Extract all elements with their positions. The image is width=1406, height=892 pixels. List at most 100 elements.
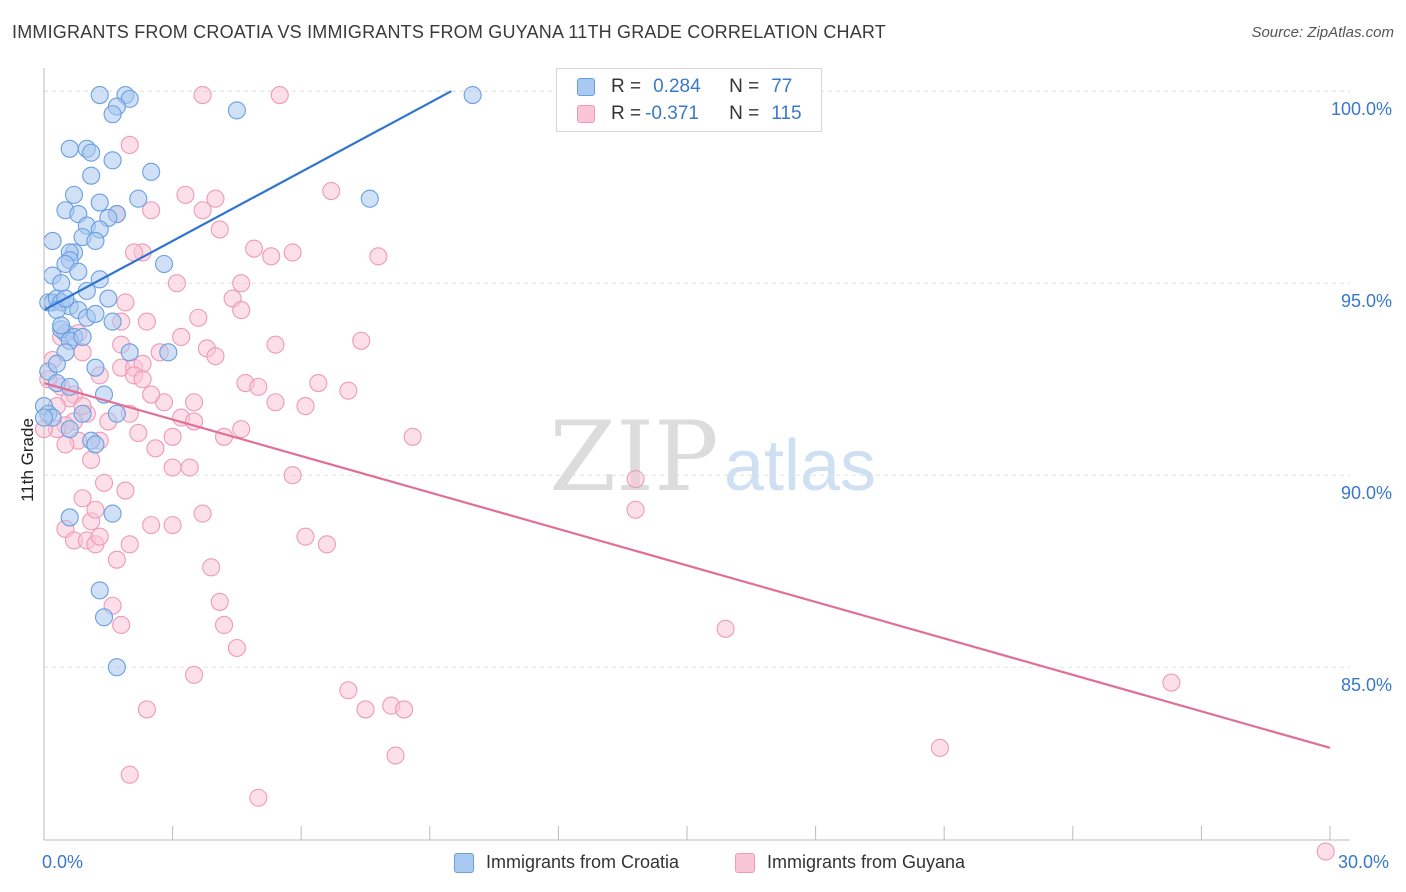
croatia-point [90,581,109,600]
guyana-point [193,85,212,105]
guyana-point [176,185,195,204]
guyana-point [210,220,229,239]
croatia-point [360,189,379,208]
source-credit: Source: ZipAtlas.com [1251,24,1394,41]
guyana-point [137,312,156,331]
guyana-point [1162,673,1181,692]
guyana-point [142,385,161,404]
croatia-point [64,185,84,204]
series-croatia [34,85,482,677]
guyana-point [266,393,285,412]
croatia-point [154,254,174,274]
guyana-point [283,243,302,262]
legend-r-label: R = [611,76,642,97]
y-tick-label: 85.0% [1341,675,1392,695]
legend-n-value: 77 [771,76,793,97]
guyana-point [163,516,182,535]
guyana-point [369,247,388,266]
croatia-point [60,420,79,439]
guyana-point [930,738,949,757]
croatia-point [86,231,105,251]
guyana-point [352,331,371,350]
x-tick-label-max: 30.0% [1338,852,1390,872]
guyana-point [146,439,165,458]
guyana-point [266,335,285,354]
croatia-point [103,504,122,523]
croatia-point [103,151,122,170]
axes [43,68,1350,841]
guyana-point [180,458,199,477]
croatia-point [73,404,92,423]
croatia-point [60,139,79,158]
guyana-point [403,427,422,446]
guyana-point [339,681,358,700]
guyana-point [184,665,204,684]
series-swatch-croatia [454,852,474,873]
guyana-point [167,274,186,293]
guyana-point [395,700,414,719]
legend-n-value: 115 [771,103,802,124]
guyana-point [296,397,315,416]
croatia-point [47,354,66,373]
guyana-point [232,274,251,293]
croatia-point [60,508,79,527]
y-tick-label: 95.0% [1341,291,1392,311]
legend-n-label: N = [729,76,760,97]
legend-n-label: N = [729,103,760,124]
legend-swatch-guyana [577,105,595,123]
series-legend-guyana[interactable]: Immigrants from Guyana [735,852,965,873]
guyana-point [120,135,139,155]
croatia-point [142,162,161,181]
guyana-point [244,239,264,258]
guyana-point [214,615,234,635]
guyana-point [202,558,221,577]
croatia-point [52,316,71,335]
series-swatch-guyana [735,852,755,873]
series-legend: Immigrants from Croatia Immigrants from … [0,852,1406,878]
series-legend-label: Immigrants from Croatia [486,852,680,872]
guyana-point [142,516,161,535]
guyana-point [716,619,735,638]
guyana-point [626,469,645,489]
guyana-point [193,201,212,220]
guyana-point [249,788,268,807]
guyana-point [1316,842,1335,861]
series-legend-croatia[interactable]: Immigrants from Croatia [454,852,679,873]
guyana-point [626,500,645,519]
croatia-trend-line [43,90,452,312]
croatia-point [463,85,482,105]
croatia-point [73,327,92,347]
guyana-point [184,393,204,412]
watermark-atlas: atlas [724,426,876,506]
croatia-point [103,312,122,331]
guyana-point [227,638,246,658]
guyana-point [283,466,302,485]
guyana-point [296,527,315,546]
guyana-point [206,347,225,366]
correlation-legend: R = 0.284 N = 77 R = -0.371 N = 115 [556,68,822,132]
guyana-trend-line [43,381,1331,749]
gridlines: 85.0% 90.0% 95.0% 100.0% [44,90,1392,695]
croatia-point [52,274,71,293]
croatia-point [227,101,246,120]
guyana-point [262,247,281,266]
guyana-point [270,85,289,105]
croatia-point [90,193,109,212]
guyana-point [356,700,375,719]
guyana-point [107,550,126,569]
guyana-point [133,370,152,389]
legend-r-label: R = [611,103,642,124]
croatia-point [86,358,105,377]
guyana-point [142,201,161,220]
croatia-point [159,343,178,362]
guyana-point [137,700,156,719]
legend-row-guyana: R = -0.371 N = 115 [577,101,802,127]
croatia-point [94,608,114,627]
legend-row-croatia: R = 0.284 N = 77 [577,74,792,100]
guyana-point [86,500,105,519]
guyana-point [116,293,135,312]
guyana-point [206,189,225,208]
guyana-point [339,381,358,400]
chart-title: IMMIGRANTS FROM CROATIA VS IMMIGRANTS FR… [12,22,887,42]
